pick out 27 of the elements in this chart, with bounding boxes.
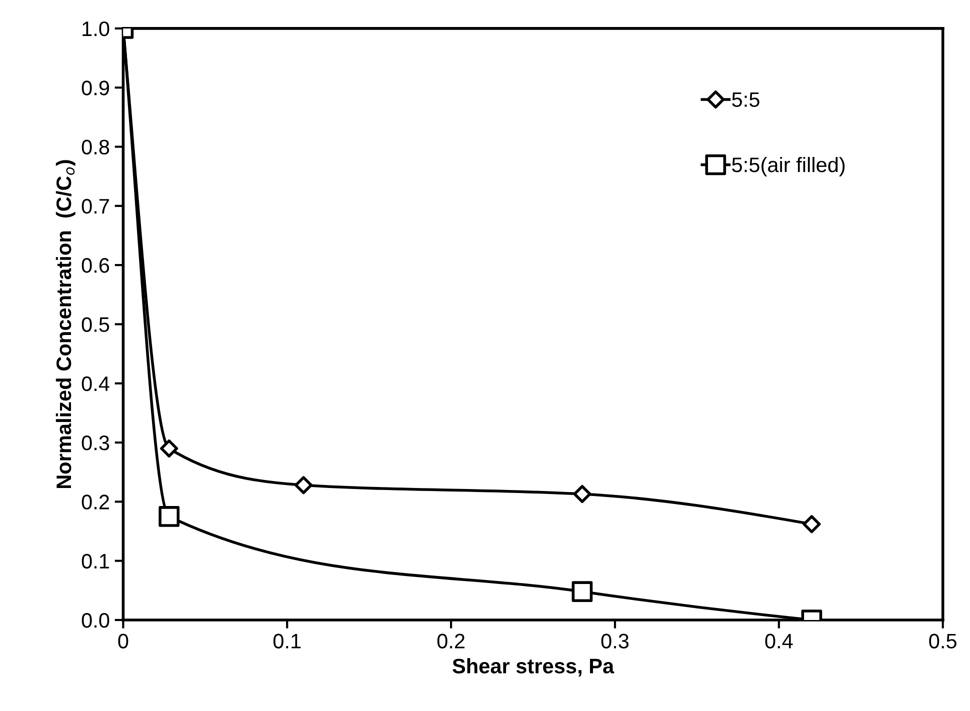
y-tick-label: 0.7 (82, 198, 109, 214)
y-tick-label: 0.1 (82, 554, 109, 569)
point (802, 515, 821, 534)
y-tick-label: 1.0 (82, 21, 110, 36)
point (160, 439, 178, 458)
x-axis-title: Shear stress, Pa (452, 658, 614, 676)
legend-label: 5:5(air filled) (732, 156, 845, 176)
y-tick-label: 0.2 (82, 494, 109, 510)
y-tick-label: 0.8 (82, 140, 110, 155)
x-tick-label: 0.5 (929, 634, 956, 648)
y-axis-title: Normalized Concentration (C/C$_{o}$) (56, 160, 76, 488)
point (294, 476, 313, 494)
y-tick-label: 0.9 (82, 80, 110, 96)
legend-label: 5:5 (732, 92, 760, 107)
x-tick-label: 0.1 (273, 634, 301, 648)
x-tick-label: 0.4 (765, 634, 793, 648)
point (158, 506, 180, 527)
point (572, 581, 593, 602)
x-tick-label: 0.2 (437, 634, 464, 648)
x-tick-label: 0 (118, 634, 128, 648)
y-tick-label: 0.0 (82, 612, 110, 628)
y-tick-label: 0.4 (82, 376, 110, 392)
x-tick-label: 0.3 (601, 634, 629, 648)
y-tick-label: 0.6 (82, 258, 110, 273)
y-tick-label: 0.5 (82, 317, 110, 332)
y-tick-label: 0.3 (82, 436, 110, 450)
point (573, 484, 592, 504)
